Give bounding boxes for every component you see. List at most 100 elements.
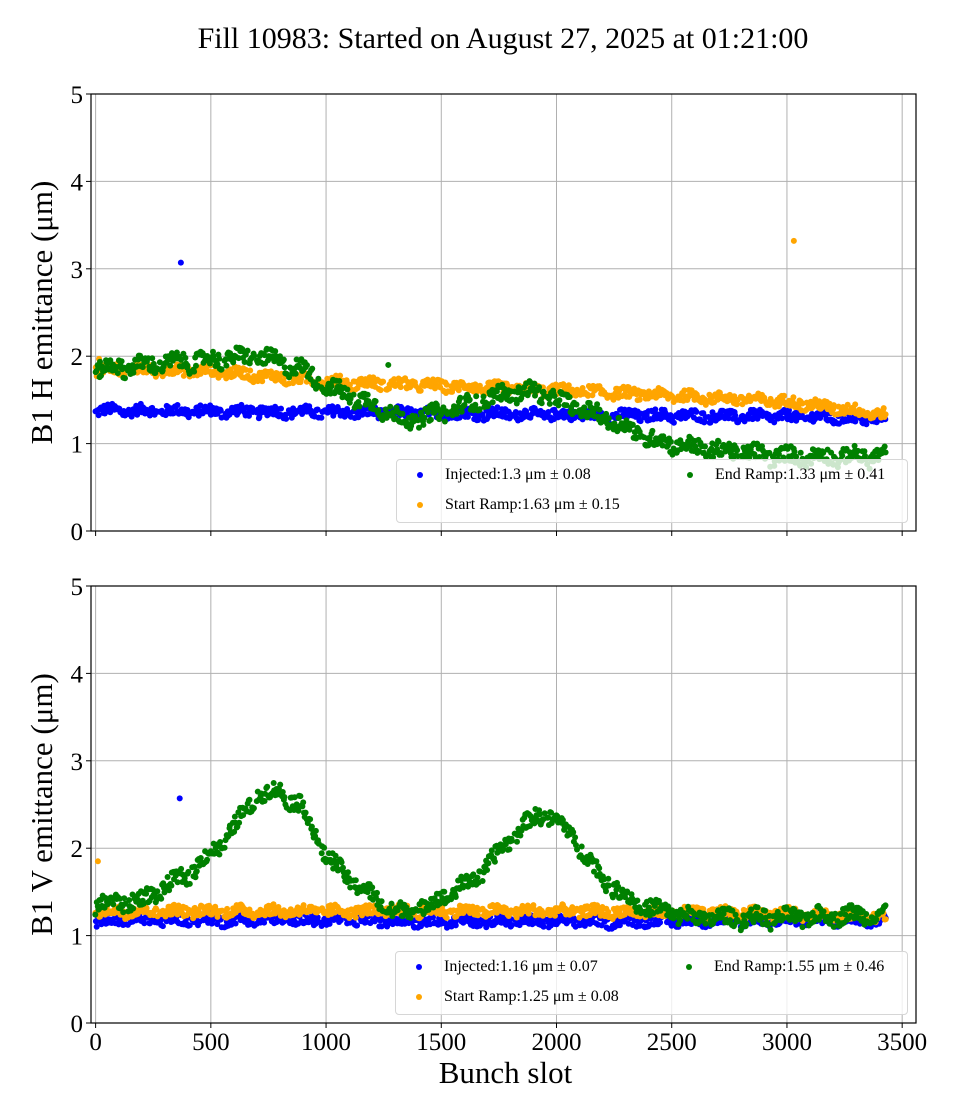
data-point bbox=[629, 421, 636, 428]
axes-frame bbox=[90, 93, 917, 532]
data-point bbox=[262, 912, 268, 919]
data-point bbox=[281, 794, 288, 800]
data-point bbox=[591, 868, 597, 875]
data-point bbox=[178, 865, 185, 872]
data-point bbox=[235, 355, 242, 362]
data-point bbox=[281, 364, 288, 371]
data-point bbox=[476, 382, 483, 389]
series-end-ramp bbox=[92, 780, 889, 934]
data-point bbox=[302, 809, 309, 816]
data-point bbox=[156, 359, 163, 366]
data-point bbox=[603, 410, 610, 417]
data-point bbox=[797, 449, 804, 456]
data-point bbox=[159, 923, 166, 930]
data-point bbox=[193, 868, 200, 875]
data-point bbox=[186, 880, 193, 887]
data-point bbox=[308, 823, 315, 830]
data-point bbox=[182, 354, 189, 361]
data-point bbox=[164, 874, 171, 880]
axes-frame bbox=[90, 585, 917, 1024]
data-point bbox=[375, 407, 382, 414]
data-point bbox=[186, 922, 193, 929]
y-tick-label: 1 bbox=[71, 432, 84, 459]
data-point bbox=[407, 914, 414, 921]
data-point bbox=[657, 919, 664, 926]
data-point bbox=[545, 814, 552, 821]
data-point bbox=[615, 883, 622, 890]
data-point bbox=[118, 358, 125, 365]
legend-label-injected: Injected:1.16 μm ± 0.07 bbox=[444, 958, 598, 975]
data-point bbox=[347, 884, 354, 891]
x-tick-label: 3000 bbox=[762, 1029, 812, 1056]
data-point bbox=[304, 362, 310, 369]
data-point bbox=[461, 402, 468, 408]
data-point bbox=[92, 911, 99, 918]
data-point bbox=[472, 401, 479, 408]
data-point bbox=[216, 355, 223, 362]
data-point bbox=[820, 908, 827, 915]
data-point bbox=[116, 895, 123, 902]
y-tick-label: 4 bbox=[71, 661, 84, 688]
data-point bbox=[754, 904, 761, 911]
data-point bbox=[536, 811, 543, 818]
data-point bbox=[135, 897, 142, 904]
data-point bbox=[536, 384, 543, 391]
data-point bbox=[779, 415, 786, 422]
data-point bbox=[150, 360, 157, 367]
data-point bbox=[312, 827, 319, 834]
data-point bbox=[452, 922, 459, 929]
data-point bbox=[488, 847, 495, 854]
legend-label-end-ramp: End Ramp:1.55 μm ± 0.46 bbox=[714, 958, 885, 975]
data-point bbox=[732, 412, 739, 419]
data-point bbox=[224, 905, 231, 912]
data-point bbox=[762, 907, 769, 914]
y-tick-label: 0 bbox=[71, 519, 84, 546]
data-point bbox=[771, 419, 778, 426]
data-point bbox=[378, 923, 385, 930]
x-tick-label: 0 bbox=[89, 1029, 102, 1056]
data-point bbox=[251, 352, 258, 359]
data-point bbox=[693, 408, 700, 415]
data-point bbox=[701, 418, 708, 425]
data-point bbox=[480, 393, 487, 400]
x-tick-label: 1500 bbox=[416, 1029, 466, 1056]
data-point bbox=[441, 418, 448, 425]
data-point bbox=[337, 372, 344, 379]
data-point bbox=[210, 348, 216, 355]
data-point bbox=[667, 438, 674, 445]
x-tick-label: 2000 bbox=[532, 1029, 582, 1056]
data-point bbox=[527, 823, 533, 829]
data-point bbox=[420, 421, 427, 428]
legend-b1-v: Injected:1.16 μm ± 0.07 Start Ramp:1.25 … bbox=[395, 951, 908, 1015]
y-tick-label: 5 bbox=[71, 82, 84, 109]
data-point bbox=[167, 362, 174, 369]
outlier-point bbox=[790, 237, 797, 244]
data-point bbox=[474, 874, 481, 881]
data-point bbox=[378, 898, 385, 905]
data-point bbox=[616, 922, 623, 929]
data-point bbox=[540, 923, 547, 930]
data-point bbox=[166, 887, 173, 894]
data-point bbox=[298, 376, 304, 383]
data-point bbox=[270, 901, 277, 908]
data-point bbox=[355, 399, 362, 405]
data-point bbox=[141, 920, 148, 927]
data-point bbox=[95, 412, 102, 419]
data-point bbox=[223, 375, 230, 382]
data-point bbox=[596, 865, 603, 872]
data-point bbox=[605, 415, 612, 422]
data-point bbox=[344, 386, 351, 393]
data-point bbox=[399, 410, 406, 417]
data-point bbox=[508, 837, 515, 844]
data-point bbox=[326, 920, 333, 927]
data-point bbox=[781, 392, 787, 399]
legend-marker-end-ramp bbox=[686, 964, 692, 970]
data-point bbox=[479, 878, 486, 884]
data-point bbox=[421, 414, 428, 421]
data-point bbox=[149, 355, 156, 362]
data-point bbox=[493, 388, 500, 395]
data-point bbox=[882, 411, 889, 418]
data-point bbox=[162, 913, 169, 920]
